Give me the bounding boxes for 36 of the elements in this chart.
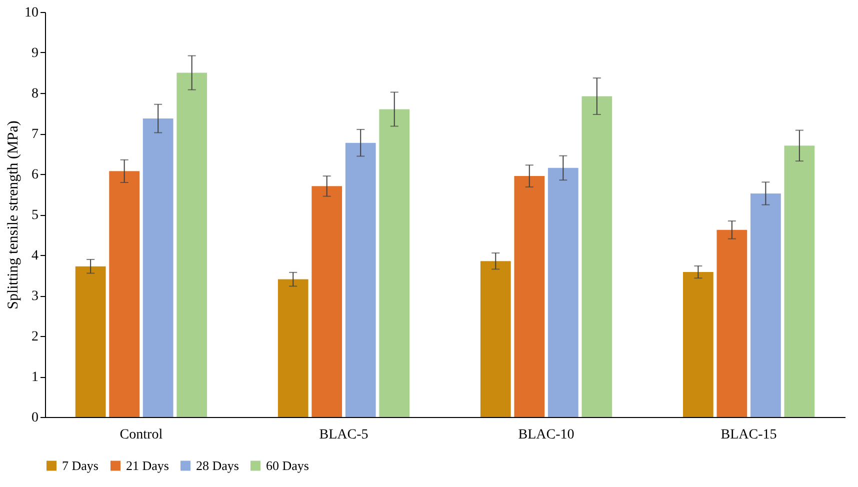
bar xyxy=(784,146,815,417)
legend-label: 28 Days xyxy=(196,458,239,473)
x-tick-label: BLAC-15 xyxy=(720,428,777,442)
bar xyxy=(109,171,140,417)
y-tick-label: 3 xyxy=(32,289,38,304)
bar xyxy=(312,186,342,417)
y-axis-title: Splitting tensile strength (MPa) xyxy=(6,120,22,310)
bar xyxy=(514,176,545,417)
x-tick-label: BLAC-5 xyxy=(319,428,368,442)
y-tick-label: 1 xyxy=(32,370,38,385)
y-tick-label: 2 xyxy=(32,330,38,344)
bar xyxy=(176,72,208,417)
legend-label: 7 Days xyxy=(62,458,98,473)
bar xyxy=(582,96,612,417)
bar xyxy=(379,109,410,417)
y-tick-label: 9 xyxy=(32,46,38,61)
y-tick-label: 7 xyxy=(32,127,38,142)
bar xyxy=(75,266,106,417)
bar xyxy=(142,118,174,417)
bar xyxy=(548,168,578,417)
y-tick-label: 0 xyxy=(32,410,38,426)
bar xyxy=(682,272,714,417)
y-tick-label: 6 xyxy=(32,168,38,182)
y-tick-label: 8 xyxy=(32,86,38,102)
x-tick-label: BLAC-10 xyxy=(518,428,574,442)
x-tick-label: Control xyxy=(120,428,163,442)
y-tick-label: 5 xyxy=(32,208,38,223)
y-tick-label: 4 xyxy=(32,248,38,264)
bar xyxy=(278,279,308,417)
legend-label: 21 Days xyxy=(126,458,169,473)
legend-label: 60 Days xyxy=(266,458,309,473)
bar xyxy=(750,193,781,417)
bar xyxy=(345,142,376,417)
bar xyxy=(480,261,511,417)
bar xyxy=(716,230,748,417)
y-tick-label: 10 xyxy=(24,6,38,20)
